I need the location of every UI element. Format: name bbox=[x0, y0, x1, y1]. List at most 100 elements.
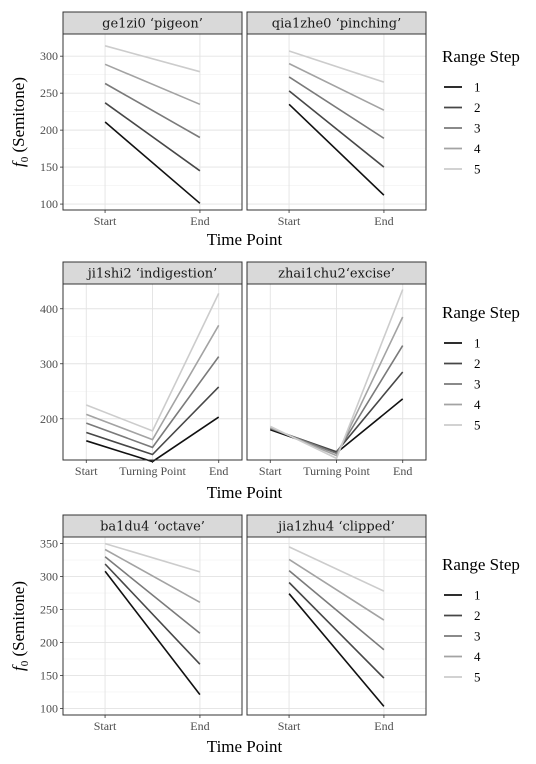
x-tick-label: Turning Point bbox=[303, 464, 370, 478]
legend-label: 3 bbox=[474, 629, 481, 644]
legend-title: Range Step bbox=[442, 47, 520, 66]
series-line-2 bbox=[104, 563, 201, 665]
series-line-2 bbox=[104, 102, 201, 172]
facet-strip bbox=[62, 11, 243, 35]
x-axis-title: Time Point bbox=[207, 483, 283, 502]
facet-panel: ba1du4 ‘octave’ 100 150 200 250 300 350 Start En… bbox=[40, 514, 243, 733]
legend-label: 5 bbox=[474, 162, 481, 177]
x-tick-label: Start bbox=[94, 214, 117, 228]
x-tick-label: Start bbox=[278, 719, 301, 733]
y-tick-label: 250 bbox=[40, 603, 58, 617]
facet-panel: ge1zi0 ‘pigeon’ 100 150 200 250 300 Start End bbox=[40, 11, 243, 228]
facet-strip bbox=[62, 514, 243, 538]
legend-label: 2 bbox=[474, 100, 481, 115]
legend: Range Step 1 2 3 4 5 bbox=[442, 47, 520, 177]
facet-strip-label: ji1shi2 ‘indigestion’ bbox=[86, 267, 218, 282]
y-tick-label: 200 bbox=[40, 635, 58, 649]
x-tick-label: Start bbox=[278, 214, 301, 228]
series-line-3 bbox=[288, 569, 385, 651]
legend-label: 3 bbox=[474, 121, 481, 136]
facet-panel: ji1shi2 ‘indigestion’ 200 300 400 Start Turni… bbox=[40, 261, 243, 478]
y-tick-label: 150 bbox=[40, 668, 58, 682]
y-tick-label: 300 bbox=[40, 49, 58, 63]
facet-panel: qia1zhe0 ‘pinching’ Start End bbox=[246, 11, 427, 228]
series-line-4 bbox=[104, 548, 201, 603]
x-tick-label: End bbox=[393, 464, 412, 478]
legend-label: 2 bbox=[474, 608, 481, 623]
y-tick-label: 300 bbox=[40, 570, 58, 584]
y-tick-label: 150 bbox=[40, 160, 58, 174]
legend-label: 5 bbox=[474, 670, 481, 685]
series-line-3 bbox=[104, 82, 201, 139]
y-tick-label: 350 bbox=[40, 537, 58, 551]
facet-panel: jia1zhu4 ‘clipped’ Start End bbox=[246, 514, 427, 733]
facet-strip-label: ba1du4 ‘octave’ bbox=[100, 520, 205, 535]
series-line-1 bbox=[288, 103, 385, 196]
legend: Range Step 1 2 3 4 5 bbox=[442, 303, 520, 433]
x-tick-label: Start bbox=[259, 464, 282, 478]
series-line-2 bbox=[86, 386, 220, 456]
series-line-4 bbox=[86, 324, 220, 441]
facet-strip bbox=[246, 261, 427, 285]
x-tick-label: End bbox=[190, 719, 209, 733]
x-tick-label: Start bbox=[94, 719, 117, 733]
series-line-1 bbox=[104, 121, 201, 204]
series-line-3 bbox=[288, 76, 385, 139]
series-line-5 bbox=[288, 50, 385, 83]
series-line-4 bbox=[288, 558, 385, 621]
series-line-3 bbox=[104, 556, 201, 634]
series-line-5 bbox=[288, 546, 385, 592]
facet-strip-label: jia1zhu4 ‘clipped’ bbox=[276, 520, 395, 535]
series-line-5 bbox=[86, 293, 220, 432]
y-tick-label: 100 bbox=[40, 701, 58, 715]
y-tick-label: 100 bbox=[40, 197, 58, 211]
x-tick-label: End bbox=[209, 464, 228, 478]
legend-title: Range Step bbox=[442, 555, 520, 574]
facet-strip-label: qia1zhe0 ‘pinching’ bbox=[272, 17, 401, 32]
y-axis-title: f0 (Semitone) bbox=[9, 581, 31, 671]
series-line-4 bbox=[104, 63, 201, 106]
legend-label: 1 bbox=[474, 80, 481, 95]
x-tick-label: Start bbox=[75, 464, 98, 478]
legend-label: 2 bbox=[474, 356, 481, 371]
facet-strip-label: ge1zi0 ‘pigeon’ bbox=[102, 17, 203, 32]
facet-strip bbox=[246, 514, 427, 538]
y-tick-label: 250 bbox=[40, 86, 58, 100]
legend-title: Range Step bbox=[442, 303, 520, 322]
panel-background bbox=[63, 34, 242, 210]
x-tick-label: End bbox=[374, 719, 393, 733]
series-line-2 bbox=[288, 90, 385, 168]
series-line-4 bbox=[288, 62, 385, 111]
series-line-3 bbox=[86, 356, 220, 449]
series-line-5 bbox=[104, 542, 201, 573]
series-line-5 bbox=[269, 289, 404, 460]
legend-label: 4 bbox=[474, 397, 481, 412]
series-line-2 bbox=[288, 581, 385, 679]
x-axis-title: Time Point bbox=[207, 230, 283, 249]
y-tick-label: 400 bbox=[40, 302, 58, 316]
series-line-1 bbox=[288, 593, 385, 707]
x-tick-label: End bbox=[374, 214, 393, 228]
legend-label: 4 bbox=[474, 649, 481, 664]
legend-label: 4 bbox=[474, 141, 481, 156]
x-axis-title: Time Point bbox=[207, 737, 283, 756]
legend-label: 1 bbox=[474, 588, 481, 603]
y-axis-title: f0 (Semitone) bbox=[9, 77, 31, 167]
facet-strip bbox=[62, 261, 243, 285]
panel-background bbox=[247, 34, 426, 210]
x-tick-label: Turning Point bbox=[119, 464, 186, 478]
y-tick-label: 200 bbox=[40, 123, 58, 137]
facet-strip bbox=[246, 11, 427, 35]
series-line-5 bbox=[104, 45, 201, 73]
legend-label: 5 bbox=[474, 418, 481, 433]
facet-strip-label: zhai1chu2‘excise’ bbox=[278, 267, 395, 282]
facet-panel: zhai1chu2‘excise’ Start Turning Point End bbox=[246, 261, 427, 478]
x-tick-label: End bbox=[190, 214, 209, 228]
legend-label: 3 bbox=[474, 377, 481, 392]
y-tick-label: 300 bbox=[40, 357, 58, 371]
y-tick-label: 200 bbox=[40, 412, 58, 426]
legend-label: 1 bbox=[474, 336, 481, 351]
series-line-1 bbox=[104, 570, 201, 696]
legend: Range Step 1 2 3 4 5 bbox=[442, 555, 520, 685]
